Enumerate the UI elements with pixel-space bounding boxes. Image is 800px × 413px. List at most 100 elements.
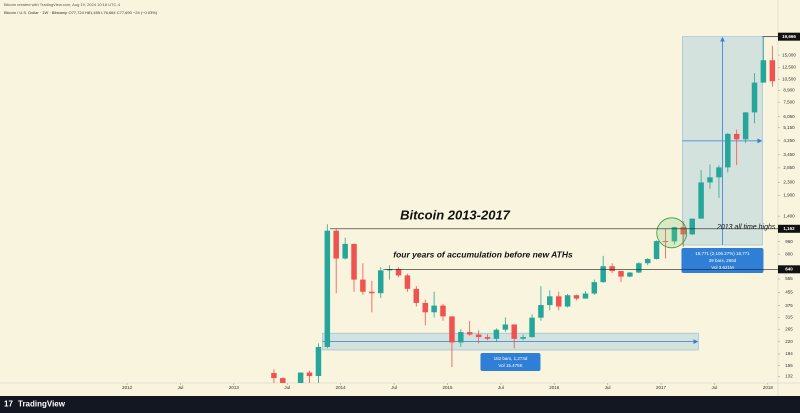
y-tick-label: 800 (785, 251, 793, 256)
y-tick-label: 6,050 (783, 114, 795, 119)
candle-body (511, 324, 517, 339)
y-tick-label: 220 (785, 339, 793, 344)
candle-body (520, 337, 526, 339)
candle-body (591, 282, 598, 294)
candle-body (751, 82, 758, 113)
candle-body (315, 346, 322, 377)
annotation: four years of accumulation before new AT… (393, 249, 573, 259)
y-tick-label: 155 (785, 363, 793, 368)
x-tick-label: Jul (391, 385, 397, 390)
level-label: 1,162 (783, 226, 795, 231)
candle-body (297, 372, 304, 383)
candle-body (333, 230, 339, 259)
candle-body (395, 269, 402, 276)
x-tick-label: Jul (178, 385, 184, 390)
candle-body (529, 317, 535, 338)
candle-body (600, 266, 606, 283)
measure-label: 18,771 (2,106.27%) 18,771 (695, 251, 750, 256)
x-tick-label: Jul (284, 385, 290, 390)
candle-body (609, 266, 615, 272)
candle-body (404, 275, 411, 289)
candle-body (431, 305, 437, 313)
y-tick-label: 1,400 (783, 213, 795, 218)
y-tick-label: 2,300 (783, 180, 795, 185)
brand-logo: 17 (4, 400, 13, 409)
x-tick-label: Jul (498, 385, 504, 390)
candle-body (689, 218, 695, 235)
x-tick-label: 2016 (549, 385, 560, 390)
chart-title: Bitcoin 2013-2017 (400, 207, 511, 222)
candle-body (466, 332, 473, 335)
y-tick-label: 1,900 (783, 193, 795, 198)
y-tick-label: 12,500 (782, 65, 796, 70)
candle-body (769, 60, 776, 82)
candle-body (440, 305, 446, 317)
candle-body (662, 241, 669, 243)
candle-body (351, 243, 357, 280)
candle-body (484, 337, 491, 339)
y-tick-label: 184 (785, 351, 793, 356)
candle-body (680, 227, 687, 235)
candle-body (716, 167, 722, 178)
level-label: 19,666 (782, 34, 796, 39)
y-tick-label: 4,250 (783, 138, 795, 143)
candle-body (618, 271, 624, 277)
x-tick-label: 2014 (336, 385, 347, 390)
measure-label-box (480, 353, 541, 372)
candle-body (502, 324, 509, 330)
y-tick-label: 8,900 (783, 88, 795, 93)
candle-body (644, 258, 651, 264)
level-label: 640 (785, 266, 793, 271)
y-tick-label: 3,450 (783, 152, 795, 157)
symbol-line: Bitcoin / U.S. Dollar · 1W · Bitstamp O7… (4, 10, 158, 15)
measure-label: Vol 15.475K (498, 363, 522, 368)
candle-body (653, 241, 660, 259)
candle-body (582, 293, 589, 299)
level-tag (778, 224, 800, 233)
x-tick-label: Jul (712, 385, 718, 390)
candle-body (413, 288, 420, 303)
candle-body (725, 133, 731, 168)
y-tick-label: 960 (785, 239, 793, 244)
candle-body (306, 372, 313, 377)
footer-bar (0, 396, 800, 413)
annotation: 2013 all time highs (716, 224, 776, 231)
x-tick-label: 2012 (122, 385, 133, 390)
candle-body (280, 378, 286, 383)
candle-body (707, 177, 713, 183)
x-tick-label: 2017 (656, 385, 667, 390)
candle-body (564, 295, 571, 307)
highlight-circle (656, 217, 688, 249)
candle-body (742, 112, 749, 140)
y-tick-label: 15,000 (782, 52, 796, 57)
candle-body (377, 270, 384, 294)
x-tick-label: 2013 (229, 385, 240, 390)
measure-label: Vol 3.621M (711, 265, 734, 270)
candle-body (386, 269, 393, 271)
brand[interactable]: TradingView (18, 400, 66, 409)
candle-body (360, 279, 366, 292)
candle-body (458, 332, 464, 343)
candle-body (671, 227, 678, 242)
y-tick-label: 132 (785, 374, 793, 379)
y-tick-label: 5,150 (783, 125, 795, 130)
y-tick-label: 7,500 (783, 99, 795, 104)
y-tick-label: 10,500 (782, 76, 796, 81)
candle-body (449, 316, 455, 343)
candle-body (493, 329, 500, 339)
measure-label: 182 bars, 1,274d (494, 356, 528, 361)
candle-body (733, 133, 740, 140)
level-tag (778, 265, 800, 274)
candle-body (547, 296, 553, 306)
candle-body (422, 302, 429, 313)
candle-body (636, 263, 642, 273)
candle-body (475, 334, 482, 338)
y-tick-label: 265 (785, 326, 793, 331)
level-tag (778, 32, 800, 41)
candle-body (698, 182, 704, 219)
source-line: Bitcoin created with TradingView.com, Au… (4, 2, 121, 7)
candle-body (573, 295, 580, 299)
candle-body (538, 305, 544, 318)
candle-body (760, 60, 767, 83)
